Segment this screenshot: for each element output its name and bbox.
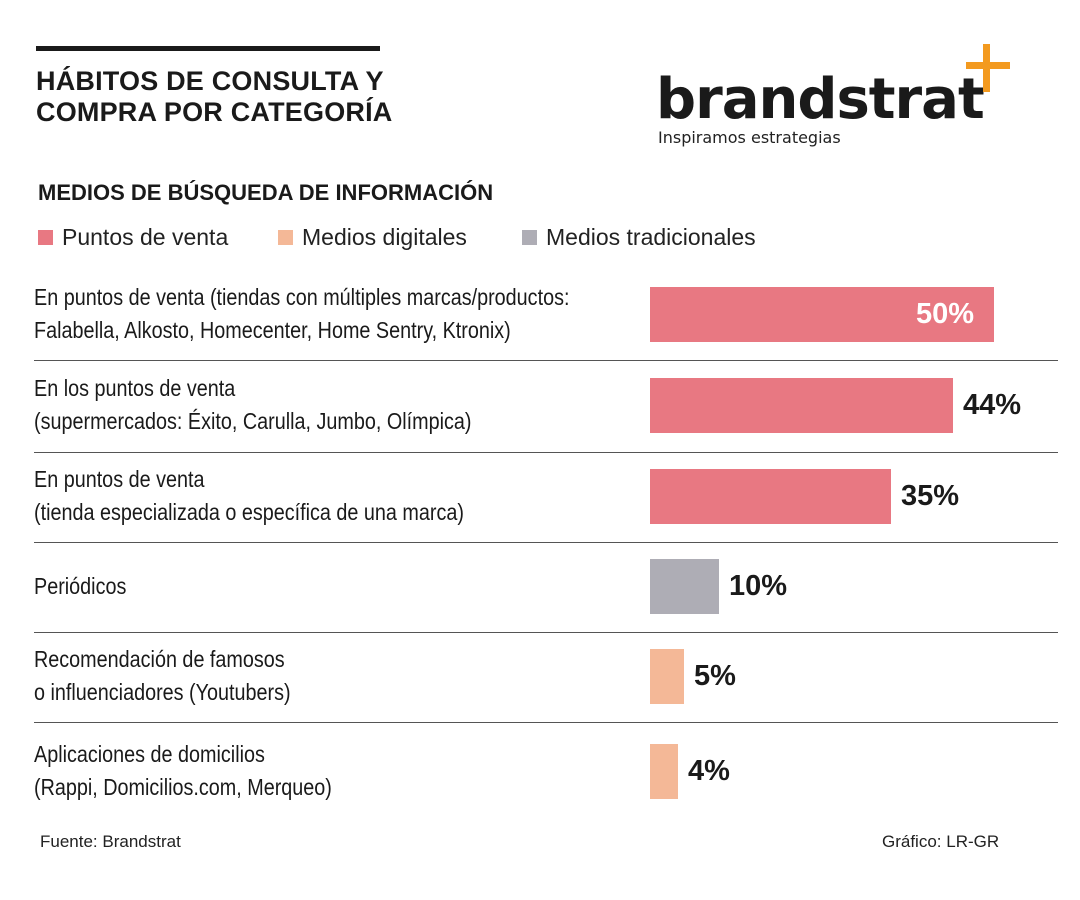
graphic-credit: Gráfico: LR-GR	[882, 832, 1000, 851]
page-title-line-1: HÁBITOS DE CONSULTA Y	[36, 66, 384, 96]
bar	[650, 469, 891, 524]
chart-row: En puntos de venta (tiendas con múltiple…	[34, 270, 1058, 361]
chart-row: En los puntos de venta (supermercados: Éx…	[34, 360, 1058, 453]
row-divider	[34, 722, 1058, 723]
legend-swatch	[278, 230, 293, 245]
chart-row: Aplicaciones de domicilios (Rappi, Domici…	[34, 722, 1058, 822]
value-label: 50%	[916, 298, 975, 330]
chart-row: Recomendación de famosos o influenciadore…	[34, 632, 1058, 723]
chart-row: En puntos de venta (tienda especializada …	[34, 452, 1058, 543]
page-title-line-2: COMPRA POR CATEGORÍA	[36, 97, 393, 127]
brandstrat-logo: brandstrat Inspiramos estrategias	[656, 44, 1016, 154]
legend-label: Medios digitales	[302, 224, 467, 250]
category-label: En puntos de venta (tiendas con múltiple…	[34, 284, 570, 343]
row-divider	[34, 452, 1058, 453]
value-label: 4%	[688, 755, 730, 787]
value-label: 5%	[694, 660, 736, 692]
chart-title: MEDIOS DE BÚSQUEDA DE INFORMACIÓN	[38, 180, 494, 205]
row-divider	[34, 632, 1058, 633]
legend-swatch	[522, 230, 537, 245]
category-label: En puntos de venta (tienda especializada …	[34, 466, 464, 525]
bar	[650, 649, 684, 704]
legend-swatch	[38, 230, 53, 245]
category-label: Recomendación de famosos o influenciadore…	[34, 646, 291, 705]
row-divider	[34, 360, 1058, 361]
bar	[650, 744, 678, 799]
logo-tagline: Inspiramos estrategias	[658, 128, 841, 147]
value-label: 35%	[901, 480, 960, 512]
bar	[650, 378, 953, 433]
page-title: HÁBITOS DE CONSULTA Y COMPRA POR CATEGOR…	[36, 66, 456, 128]
legend-label: Medios tradicionales	[546, 224, 756, 250]
bar	[650, 287, 994, 342]
value-label: 44%	[963, 389, 1022, 421]
logo-wordmark: brandstrat	[656, 67, 985, 132]
category-label: Aplicaciones de domicilios (Rappi, Domici…	[34, 741, 332, 800]
legend-label: Puntos de venta	[62, 224, 229, 250]
bar	[650, 559, 719, 614]
category-label: Periódicos	[34, 573, 127, 599]
category-label: En los puntos de venta (supermercados: Éx…	[34, 375, 472, 434]
value-label: 10%	[729, 570, 788, 602]
row-divider	[34, 542, 1058, 543]
chart-row: Periódicos 10%	[34, 542, 1058, 633]
top-rule	[36, 46, 380, 51]
plus-icon	[966, 44, 1010, 92]
source-note: Fuente: Brandstrat	[40, 832, 181, 851]
